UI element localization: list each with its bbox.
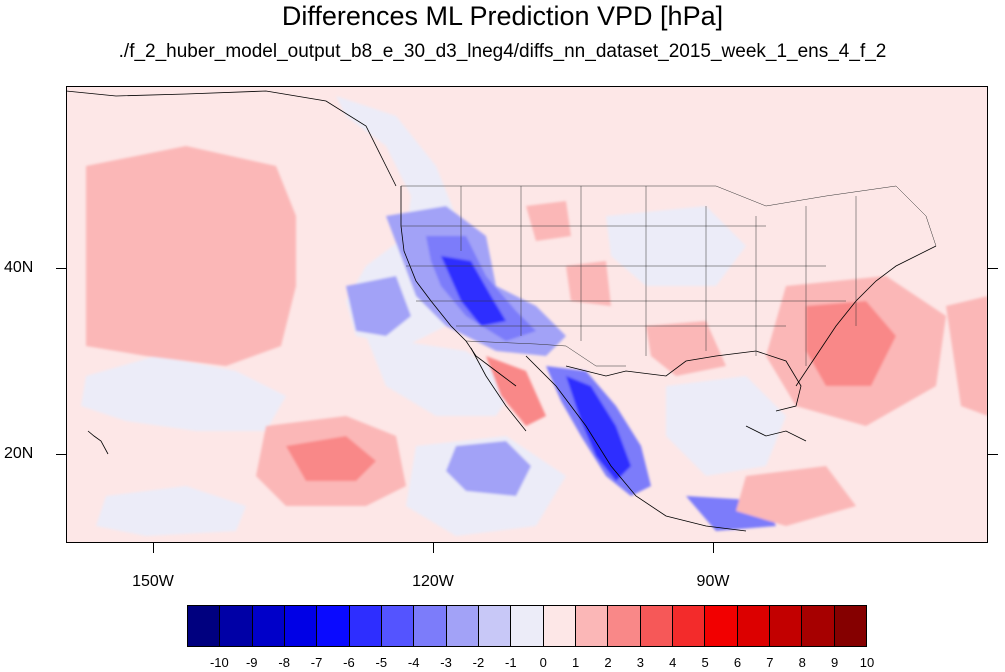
colorbar-box	[381, 606, 415, 646]
colorbar-box	[220, 606, 253, 646]
lat-label-40n: 40N	[4, 259, 34, 276]
colorbar-box	[705, 606, 738, 646]
colorbar-label: -6	[343, 655, 355, 670]
colorbar-label: -3	[440, 655, 452, 670]
colorbar-box	[640, 606, 673, 646]
colorbar-label: 0	[539, 655, 547, 670]
pink-plains-blob	[566, 261, 611, 306]
baja-peninsula-coastline	[470, 347, 527, 432]
colorbar-label: -7	[310, 655, 323, 670]
red-atlantic-blob	[806, 301, 896, 386]
lat-tick-40n-left	[56, 268, 66, 269]
colorbar-box	[608, 606, 641, 646]
colorbar-label: 8	[798, 655, 806, 670]
colorbar-label: -5	[375, 655, 388, 670]
blue-pacific-blob	[446, 441, 531, 496]
gulf-coastline	[565, 350, 802, 412]
light-blue-southwest	[96, 486, 246, 536]
colorbar-label: 10	[859, 655, 875, 670]
lon-label-150w: 150W	[132, 573, 174, 590]
difference-field-map	[66, 90, 988, 536]
pink-pacific-northwest-region	[86, 146, 296, 366]
us-canada-border	[401, 185, 937, 247]
lon-label-120w: 120W	[412, 573, 454, 590]
lat-label-20n: 20N	[4, 445, 34, 462]
mexico-pacific-coastline	[525, 355, 747, 532]
colorbar-label: 6	[733, 655, 742, 670]
us-east-coastline	[795, 245, 937, 387]
colorbar-label: 5	[701, 655, 709, 670]
colorbar-box	[575, 606, 609, 646]
colorbar-box	[252, 606, 285, 646]
state-borders-vertical	[460, 186, 857, 366]
light-blue-pacific-region	[81, 356, 286, 431]
colorbar-box	[349, 606, 382, 646]
light-blue-baja-offshore	[366, 336, 516, 416]
pink-far-east-region	[946, 296, 988, 416]
colorbar-label: -9	[245, 655, 258, 670]
lat-tick-20n-left	[56, 454, 66, 455]
light-blue-gulf-region	[666, 376, 786, 476]
map-panel	[66, 86, 988, 543]
colorbar-label: 7	[766, 655, 774, 670]
colorbar-box	[511, 606, 544, 646]
colorbar-label: 3	[636, 655, 644, 670]
lon-tick-150w	[153, 543, 154, 553]
colorbar-label: 9	[830, 655, 839, 670]
red-baja-band	[486, 356, 546, 426]
state-borders-horizontal	[401, 225, 846, 327]
colorbar-label: -1	[505, 655, 517, 670]
chart-subtitle: ./f_2_huber_model_output_b8_e_30_d3_lneg…	[118, 41, 887, 62]
lat-tick-20n-right	[988, 454, 998, 455]
colorbar-box	[284, 606, 318, 646]
colorbar-box	[446, 606, 479, 646]
colorbar-label: 2	[604, 655, 612, 670]
colorbar-label: 1	[571, 655, 580, 670]
us-mexico-border	[465, 340, 626, 367]
pink-texas-region	[646, 321, 726, 376]
colorbar-box	[672, 606, 706, 646]
colorbar-box	[834, 606, 866, 646]
hawaii-outline	[87, 430, 109, 455]
deep-blue-nevada	[441, 256, 506, 326]
colorbar-box	[478, 606, 512, 646]
caribbean-islands-outline	[745, 425, 807, 442]
colorbar-label: -10	[209, 655, 229, 670]
blue-offshore-blob	[346, 276, 411, 336]
colorbar-box	[802, 606, 835, 646]
lat-tick-40n-right	[988, 268, 998, 269]
pink-caribbean-region	[736, 466, 856, 526]
light-blue-plains-region	[606, 206, 746, 286]
lon-tick-90w	[713, 543, 714, 553]
colorbar-box	[317, 606, 350, 646]
colorbar-box	[737, 606, 770, 646]
chart-title: Differences ML Prediction VPD [hPa]	[281, 1, 724, 31]
colorbar-label: -8	[278, 655, 290, 670]
colorbar-label: -4	[407, 655, 420, 670]
lon-label-90w: 90W	[696, 573, 730, 590]
colorbar-label: -2	[472, 655, 485, 670]
colorbar	[187, 605, 867, 647]
colorbar-box	[188, 606, 221, 646]
deep-blue-mexico	[566, 376, 631, 481]
lon-tick-120w	[433, 543, 434, 553]
red-pacific-blob	[286, 436, 376, 481]
colorbar-label: 4	[669, 655, 677, 670]
us-west-coastline	[400, 186, 517, 387]
colorbar-box	[414, 606, 447, 646]
colorbar-box	[769, 606, 803, 646]
pink-montana-blob	[526, 201, 571, 241]
colorbar-box	[543, 606, 576, 646]
alaska-coastline	[66, 90, 397, 187]
